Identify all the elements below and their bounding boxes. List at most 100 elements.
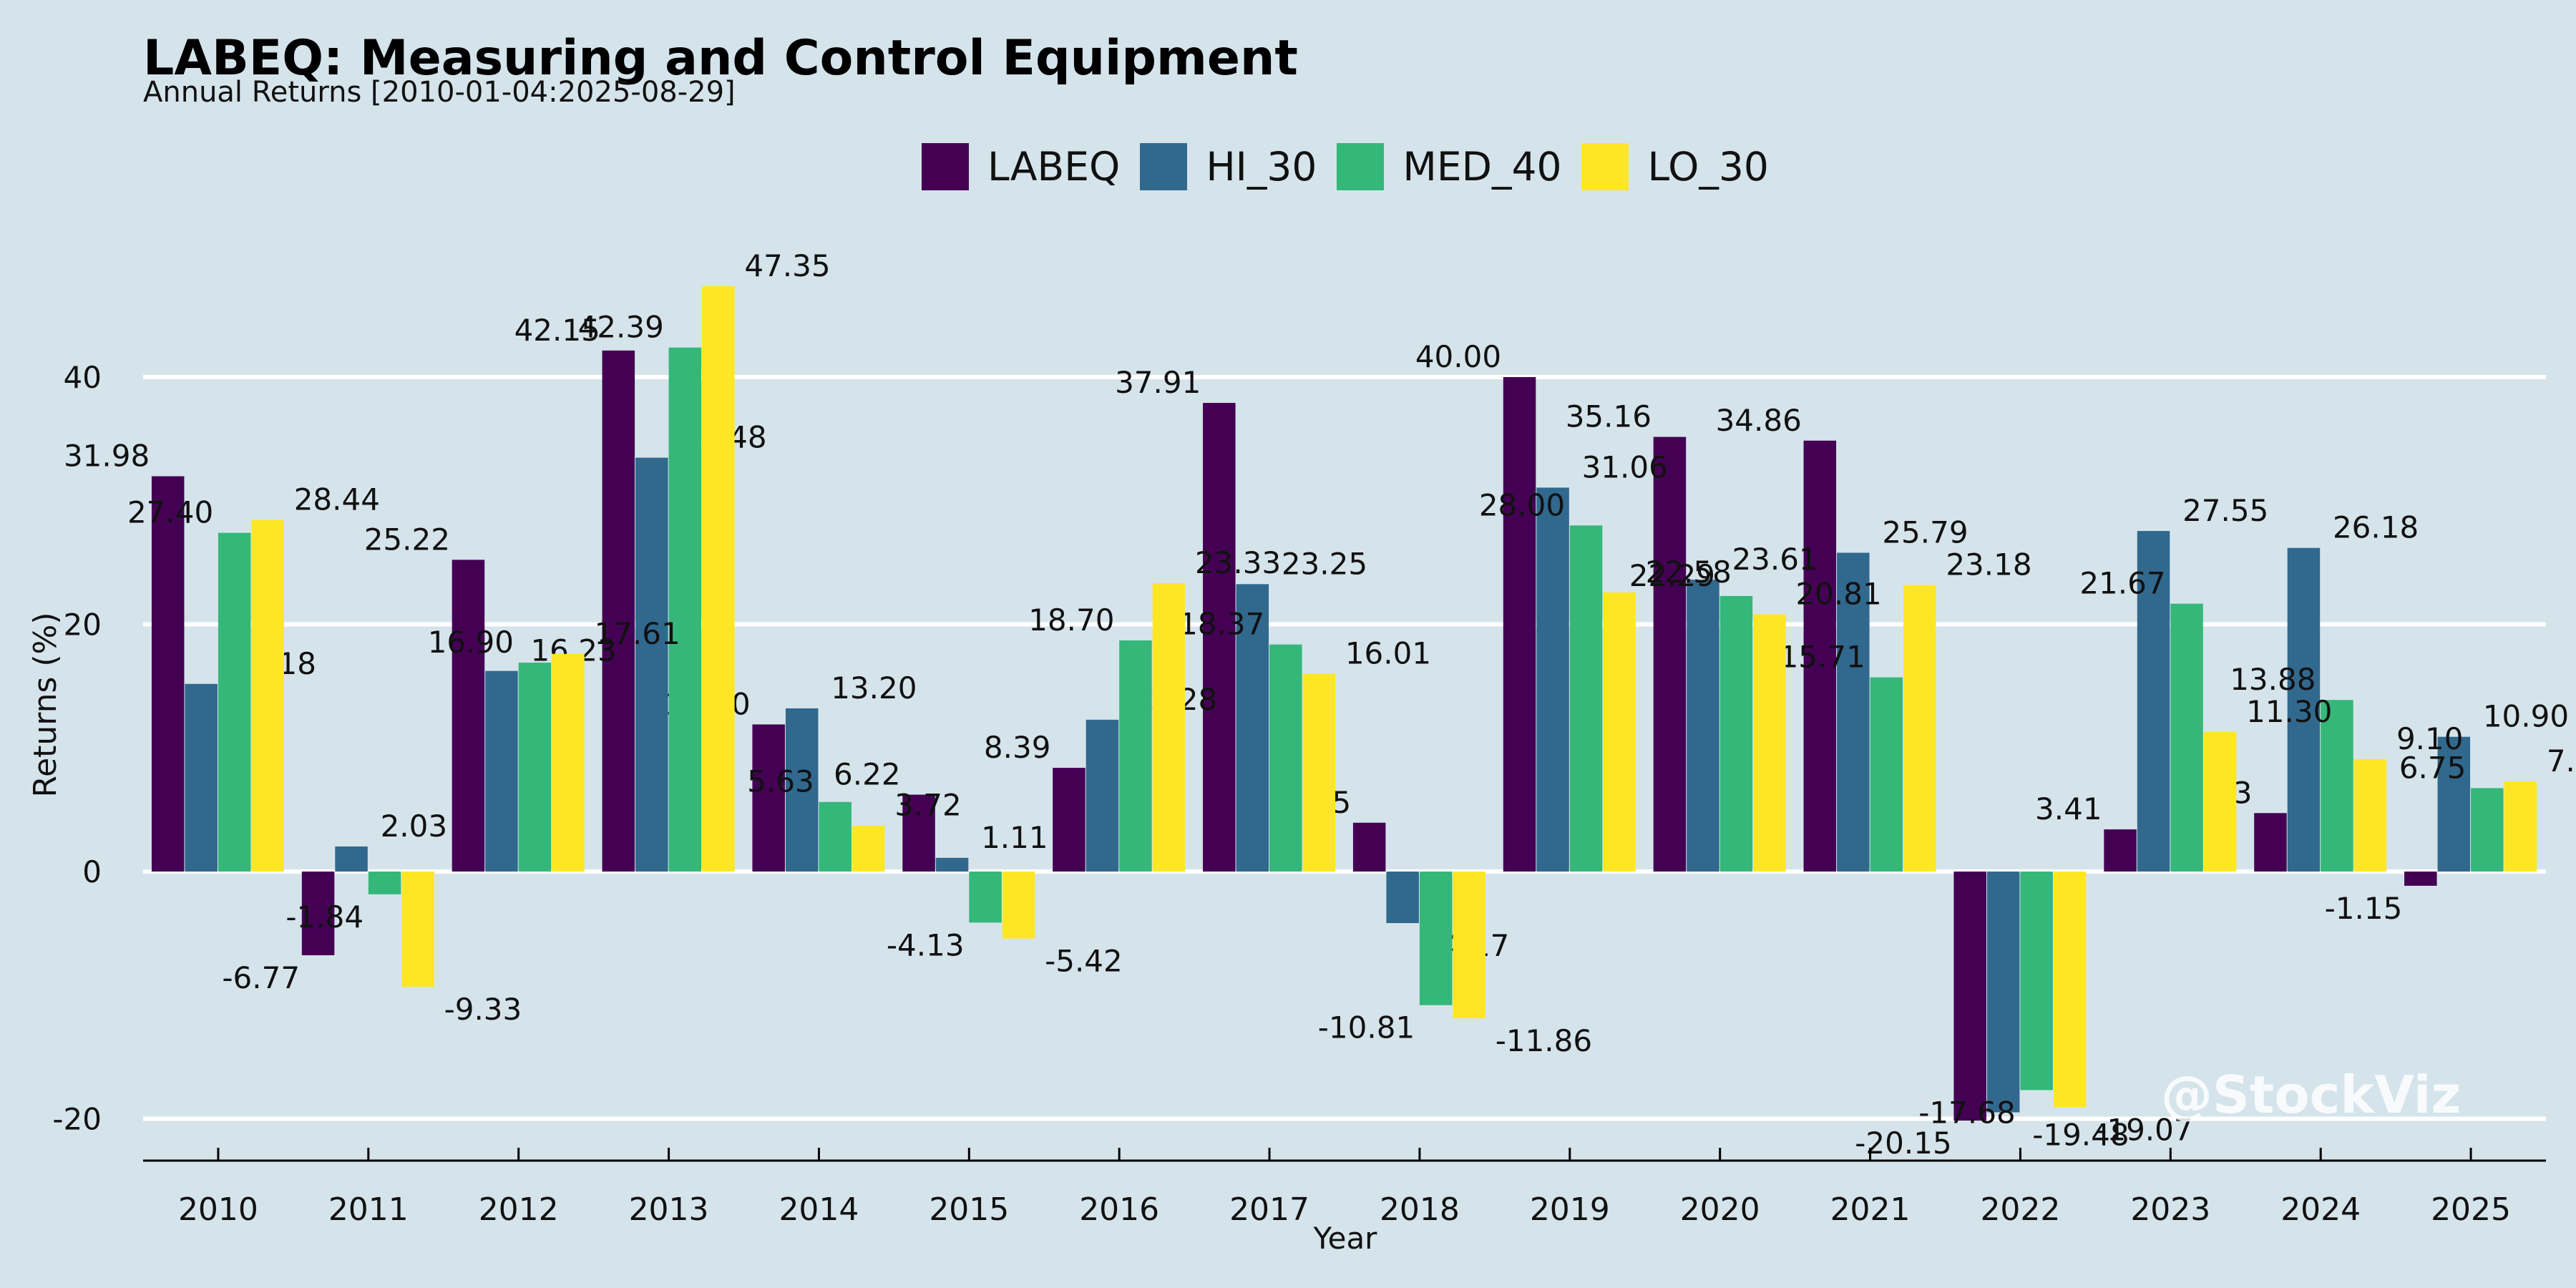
data-label: 20.81	[1795, 577, 1881, 612]
data-label: 23.25	[1282, 546, 1367, 581]
data-label: 34.86	[1716, 403, 1802, 438]
bar-hi30-2010	[185, 683, 218, 872]
x-tick-label: 2016	[1079, 1191, 1159, 1228]
bar-hi30-2022	[1986, 872, 2020, 1113]
x-tick-label: 2011	[328, 1191, 409, 1228]
bar-lo30-2023	[2203, 731, 2237, 872]
data-label: 23.61	[1732, 542, 1818, 577]
x-tick-label: 2018	[1380, 1191, 1460, 1228]
data-label: -19.48	[2032, 1118, 2129, 1153]
bar-lo30-2011	[401, 872, 434, 987]
data-label: 8.39	[984, 730, 1051, 765]
x-tick-label: 2019	[1530, 1191, 1610, 1228]
data-label: -17.68	[1918, 1095, 2015, 1130]
bar-hi30-2019	[1536, 487, 1569, 872]
data-label: 40.00	[1415, 339, 1501, 374]
legend-label-labeq: LABEQ	[987, 144, 1121, 190]
bar-labeq-2021	[1803, 440, 1837, 872]
data-label: 2.03	[381, 809, 448, 844]
bar-hi30-2014	[785, 708, 819, 872]
x-tick-label: 2010	[178, 1191, 258, 1228]
data-label: 22.29	[1629, 558, 1715, 593]
bar-labeq-2016	[1053, 768, 1085, 872]
legend-label-med40: MED_40	[1402, 144, 1562, 190]
bar-lo30-2012	[552, 653, 585, 872]
data-label: 5.63	[747, 764, 814, 799]
y-tick-label: -20	[52, 1102, 102, 1137]
bar-hi30-2017	[1236, 584, 1269, 872]
bar-hi30-2024	[2287, 547, 2321, 872]
legend-swatch-med40	[1337, 143, 1385, 190]
data-label: 28.44	[294, 482, 380, 517]
bar-hi30-2023	[2137, 531, 2170, 872]
bar-lo30-2020	[1753, 614, 1786, 872]
bar-lo30-2022	[2053, 872, 2087, 1108]
bar-med40-2011	[368, 872, 401, 894]
y-tick-label: 20	[64, 608, 102, 643]
bar-labeq-2014	[752, 724, 785, 872]
bar-med40-2016	[1119, 640, 1152, 872]
data-label: -10.81	[1318, 1010, 1415, 1045]
x-tick-label: 2023	[2130, 1191, 2210, 1228]
bar-hi30-2015	[935, 857, 969, 872]
bar-lo30-2017	[1302, 673, 1336, 872]
data-label: -1.84	[286, 899, 364, 935]
bar-lo30-2015	[1002, 872, 1035, 939]
data-label: -4.13	[887, 927, 965, 962]
data-label: -11.86	[1496, 1023, 1592, 1058]
bar-labeq-2022	[1953, 872, 1986, 1121]
bar-med40-2022	[2020, 872, 2053, 1091]
x-tick-label: 2013	[629, 1191, 709, 1228]
data-label: 18.70	[1028, 602, 1114, 638]
data-label: 16.01	[1345, 635, 1431, 670]
bar-labeq-2023	[2104, 829, 2137, 872]
legend-label-hi30: HI_30	[1206, 144, 1317, 190]
data-label: 6.75	[2399, 750, 2467, 785]
bar-med40-2025	[2471, 788, 2504, 872]
data-label: 26.18	[2333, 510, 2419, 545]
data-label: 13.88	[2230, 662, 2316, 697]
x-tick-label: 2012	[479, 1191, 559, 1228]
bar-hi30-2011	[335, 846, 368, 872]
data-label: 22.58	[1646, 555, 1732, 590]
bar-med40-2021	[1870, 677, 1903, 872]
data-label: 47.35	[744, 248, 830, 283]
bar-med40-2020	[1719, 595, 1753, 872]
data-label: 23.18	[1946, 547, 2031, 582]
bar-labeq-2011	[301, 872, 335, 955]
x-tick-label: 2015	[929, 1191, 1009, 1228]
legend-item-lo30: LO_30	[1581, 143, 1769, 190]
data-label: -5.42	[1045, 944, 1123, 979]
data-label: -9.33	[444, 992, 522, 1027]
bar-labeq-2012	[452, 560, 485, 872]
x-tick-label: 2022	[1980, 1191, 2060, 1228]
data-label: 3.72	[894, 788, 962, 823]
data-label: 11.30	[2246, 694, 2332, 729]
bar-lo30-2024	[2353, 758, 2387, 872]
legend: LABEQ HI_30 MED_40 LO_30	[922, 143, 1789, 190]
bar-lo30-2016	[1152, 582, 1186, 872]
bar-med40-2023	[2170, 603, 2203, 872]
bar-labeq-2024	[2254, 813, 2287, 872]
data-label: -6.77	[222, 960, 300, 995]
data-label: 31.06	[1582, 449, 1668, 484]
data-label: 18.37	[1179, 607, 1264, 642]
data-label: 42.15	[514, 313, 600, 348]
y-axis-label: Returns (%)	[27, 612, 64, 797]
legend-swatch-lo30	[1581, 143, 1629, 190]
chart-title: LABEQ: Measuring and Control Equipment	[143, 30, 1298, 87]
data-label: 21.67	[2079, 566, 2165, 601]
legend-label-lo30: LO_30	[1647, 144, 1769, 190]
data-label: 6.22	[834, 757, 901, 792]
data-label: -1.15	[2325, 891, 2403, 926]
bar-labeq-2013	[602, 350, 635, 872]
data-label: 28.00	[1479, 487, 1565, 522]
bar-med40-2012	[518, 663, 552, 872]
data-label: 23.33	[1195, 545, 1281, 580]
bar-med40-2013	[668, 347, 702, 872]
data-label: -19.07	[2096, 1112, 2192, 1147]
data-label: 27.40	[127, 495, 213, 530]
x-axis-label: Year	[1313, 1221, 1378, 1256]
bar-hi30-2012	[485, 670, 518, 872]
bar-lo30-2014	[852, 825, 885, 872]
